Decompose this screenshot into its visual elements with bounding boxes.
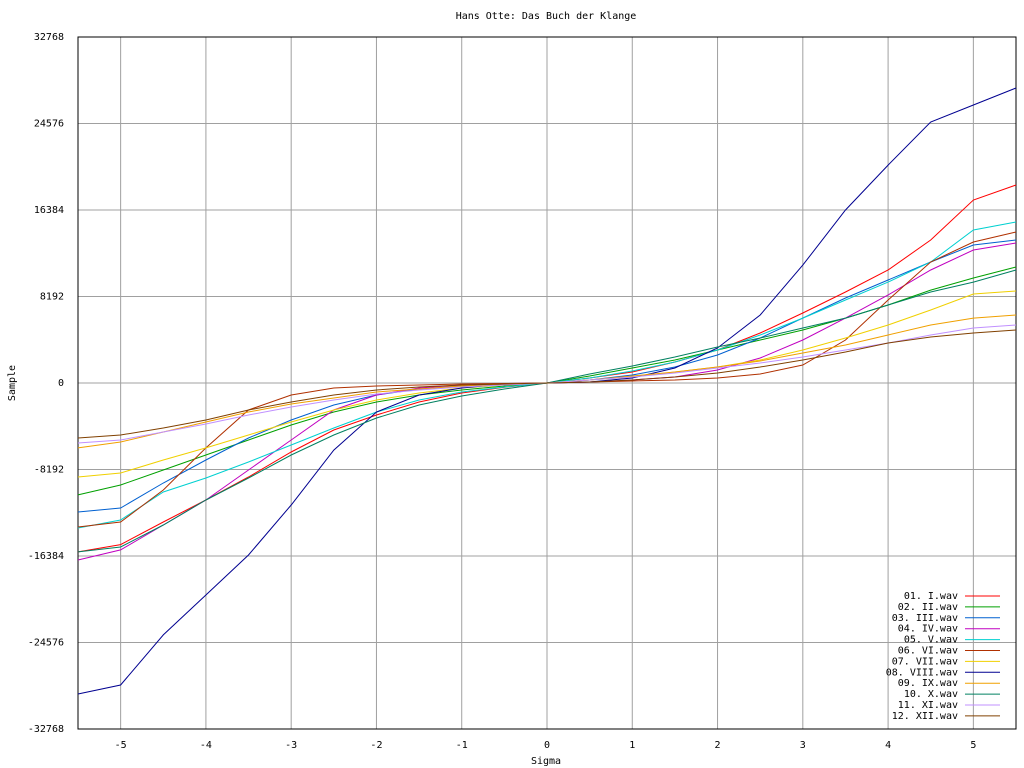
y-tick-label: 24576 xyxy=(34,119,64,130)
x-tick-label: -1 xyxy=(456,740,468,751)
x-tick-label: 3 xyxy=(800,740,806,751)
x-tick-label: 5 xyxy=(970,740,976,751)
legend-label: 10. X.wav xyxy=(904,689,958,700)
legend-label: 08. VIII.wav xyxy=(886,667,958,678)
y-tick-label: 8192 xyxy=(40,292,64,303)
x-tick-label: -4 xyxy=(200,740,212,751)
y-axis-label: Sample xyxy=(7,365,18,401)
legend-label: 06. VI.wav xyxy=(898,646,958,657)
legend-label: 12. XII.wav xyxy=(892,711,958,722)
y-tick-label: 16384 xyxy=(34,205,64,216)
legend-label: 02. II.wav xyxy=(898,602,958,613)
y-tick-label: -32768 xyxy=(28,724,64,735)
y-tick-label: -8192 xyxy=(34,465,64,476)
legend-label: 03. III.wav xyxy=(892,613,958,624)
x-tick-label: -3 xyxy=(285,740,297,751)
y-tick-label: 0 xyxy=(58,378,64,389)
plot-border xyxy=(77,36,1017,730)
legend-label: 09. IX.wav xyxy=(898,678,958,689)
legend-label: 04. IV.wav xyxy=(898,624,958,635)
x-tick-label: -2 xyxy=(370,740,382,751)
x-tick-label: 2 xyxy=(715,740,721,751)
legend-label: 11. XI.wav xyxy=(898,700,958,711)
legend-label: 05. V.wav xyxy=(904,635,958,646)
chart-title: Hans Otte: Das Buch der Klange xyxy=(456,11,637,22)
legend-label: 01. I.wav xyxy=(904,591,958,602)
y-tick-label: 32768 xyxy=(34,32,64,43)
y-tick-label: -24576 xyxy=(28,638,64,649)
x-tick-label: 1 xyxy=(629,740,635,751)
x-tick-label: 0 xyxy=(544,740,550,751)
legend-label: 07. VII.wav xyxy=(892,656,958,667)
x-axis-label: Sigma xyxy=(531,756,561,767)
x-tick-label: -5 xyxy=(115,740,127,751)
x-tick-label: 4 xyxy=(885,740,891,751)
y-tick-label: -16384 xyxy=(28,551,64,562)
series-line xyxy=(77,329,1017,439)
